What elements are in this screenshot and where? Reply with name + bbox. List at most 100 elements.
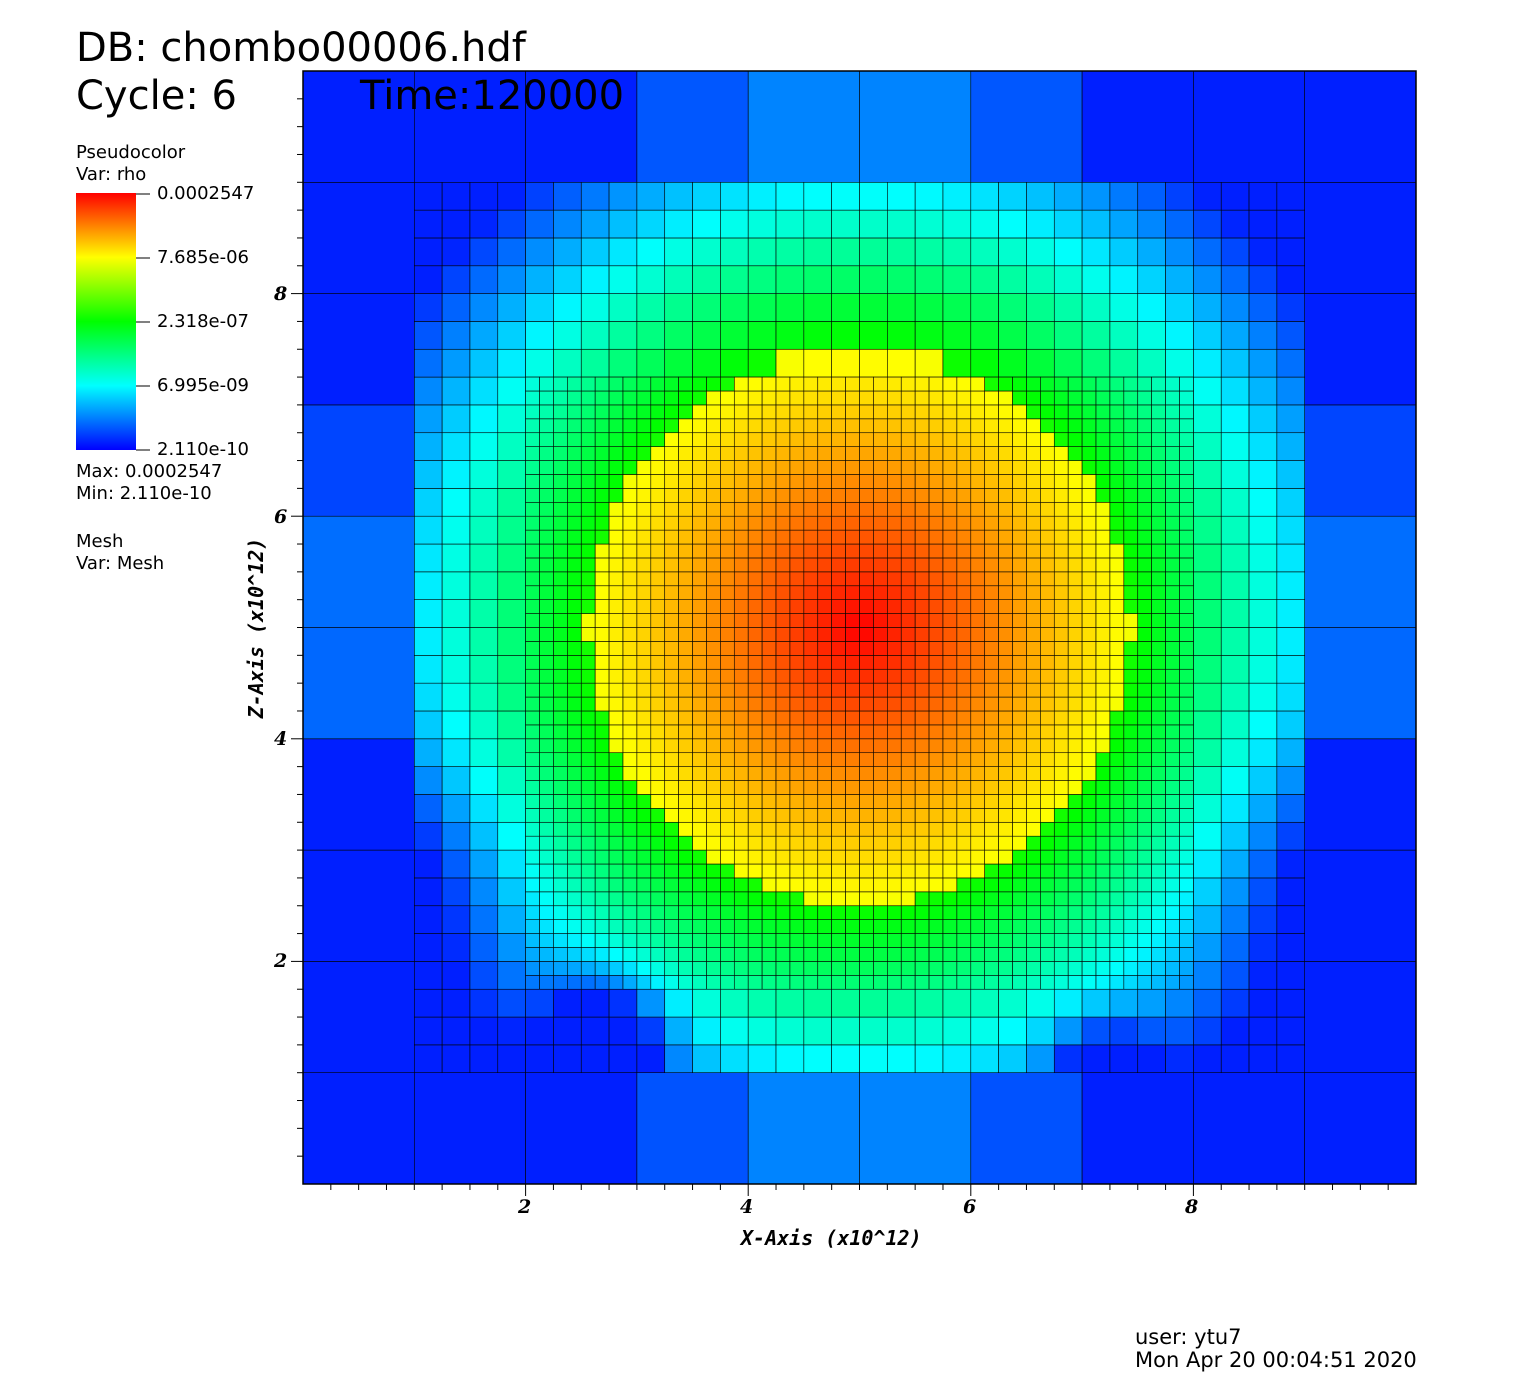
mesh-cell bbox=[594, 418, 610, 434]
mesh-cell bbox=[1012, 515, 1027, 531]
mesh-cell bbox=[984, 529, 999, 545]
mesh-cell bbox=[1067, 794, 1083, 809]
mesh-cell bbox=[553, 515, 568, 531]
mesh-cell bbox=[1040, 780, 1055, 795]
mesh-cell bbox=[692, 1016, 721, 1046]
mesh-cell bbox=[775, 529, 791, 545]
mesh-cell bbox=[1151, 961, 1166, 976]
mesh-cell bbox=[706, 794, 721, 809]
mesh-cell bbox=[692, 724, 707, 740]
mesh-cell bbox=[845, 863, 860, 879]
mesh-cell bbox=[497, 182, 526, 211]
mesh-cell bbox=[914, 432, 930, 447]
mesh-cell bbox=[1053, 501, 1069, 517]
mesh-cell bbox=[413, 265, 443, 294]
mesh-cell bbox=[1067, 529, 1083, 545]
mesh-cell bbox=[887, 627, 902, 642]
mesh-cell bbox=[650, 599, 666, 614]
mesh-cell bbox=[789, 975, 805, 990]
mesh-cell bbox=[1081, 1044, 1111, 1074]
mesh-cell bbox=[720, 710, 735, 726]
mesh-cell bbox=[608, 849, 624, 865]
mesh-cell bbox=[1067, 933, 1083, 948]
mesh-cell bbox=[413, 515, 443, 545]
mesh-cell bbox=[1012, 404, 1027, 420]
mesh-cell bbox=[580, 432, 596, 447]
mesh-cell bbox=[984, 515, 999, 531]
mesh-cell bbox=[302, 182, 415, 294]
mesh-cell bbox=[1179, 766, 1194, 781]
mesh-cell bbox=[1165, 585, 1180, 600]
mesh-cell bbox=[1248, 293, 1278, 322]
mesh-cell bbox=[497, 1044, 526, 1074]
mesh-cell bbox=[873, 975, 888, 990]
mesh-cell bbox=[553, 641, 568, 656]
mesh-cell bbox=[747, 961, 763, 976]
mesh-cell bbox=[692, 627, 707, 642]
mesh-cell bbox=[775, 682, 791, 698]
mesh-cell bbox=[873, 418, 888, 434]
mesh-cell bbox=[1137, 766, 1152, 781]
mesh-cell bbox=[1026, 571, 1041, 587]
mesh-cell bbox=[1012, 390, 1027, 406]
cycle-label: Cycle: 6 bbox=[76, 73, 237, 119]
mesh-cell bbox=[1179, 710, 1194, 726]
mesh-cell bbox=[1040, 975, 1055, 990]
mesh-cell bbox=[761, 975, 777, 990]
mesh-cell bbox=[678, 585, 693, 600]
mesh-cell bbox=[1123, 863, 1139, 879]
mesh-cell bbox=[984, 696, 999, 712]
mesh-cell bbox=[441, 877, 471, 907]
mesh-cell bbox=[553, 529, 568, 545]
mesh-cell bbox=[1165, 988, 1194, 1018]
mesh-cell bbox=[817, 474, 832, 489]
mesh-cell bbox=[622, 390, 638, 406]
mesh-cell bbox=[664, 919, 679, 934]
mesh-cell bbox=[859, 376, 874, 392]
mesh-cell bbox=[1040, 752, 1055, 767]
mesh-cell bbox=[873, 488, 888, 503]
mesh-cell bbox=[1053, 1044, 1083, 1074]
mesh-cell bbox=[1081, 613, 1097, 628]
mesh-cell bbox=[928, 863, 944, 879]
mesh-cell bbox=[775, 1016, 805, 1046]
mesh-cell bbox=[594, 724, 610, 740]
mesh-cell bbox=[1081, 1072, 1194, 1185]
mesh-cell bbox=[747, 1072, 860, 1185]
mesh-cell bbox=[1165, 265, 1194, 294]
mesh-cell bbox=[775, 877, 791, 893]
mesh-cell bbox=[650, 905, 666, 920]
mesh-cell bbox=[887, 599, 902, 614]
mesh-cell bbox=[1081, 460, 1097, 475]
mesh-cell bbox=[1220, 432, 1250, 461]
mesh-cell bbox=[692, 501, 707, 517]
mesh-cell bbox=[1026, 265, 1055, 294]
mesh-cell bbox=[914, 390, 930, 406]
mesh-cell bbox=[720, 668, 735, 684]
mesh-cell bbox=[845, 668, 860, 684]
mesh-cell bbox=[594, 655, 610, 670]
mesh-cell bbox=[664, 599, 679, 614]
mesh-cell bbox=[1193, 70, 1306, 183]
mesh-cell bbox=[553, 682, 568, 698]
mesh-cell bbox=[664, 557, 679, 573]
mesh-cell bbox=[441, 460, 471, 489]
mesh-cell bbox=[1276, 905, 1306, 934]
mesh-cell bbox=[956, 557, 972, 573]
mesh-cell bbox=[803, 808, 819, 823]
mesh-cell bbox=[747, 432, 763, 447]
mesh-cell bbox=[580, 557, 596, 573]
mesh-cell bbox=[1012, 585, 1027, 600]
mesh-cell bbox=[733, 961, 749, 976]
mesh-cell bbox=[803, 863, 819, 879]
mesh-cell bbox=[413, 1016, 443, 1046]
mesh-cell bbox=[761, 641, 777, 656]
mesh-cell bbox=[747, 237, 777, 267]
mesh-cell bbox=[942, 975, 958, 990]
mesh-cell bbox=[998, 724, 1013, 740]
mesh-cell bbox=[956, 891, 972, 907]
mesh-cell bbox=[1220, 766, 1250, 795]
mesh-cell bbox=[1165, 794, 1180, 809]
mesh-cell bbox=[706, 501, 721, 517]
mesh-cell bbox=[1137, 613, 1152, 628]
